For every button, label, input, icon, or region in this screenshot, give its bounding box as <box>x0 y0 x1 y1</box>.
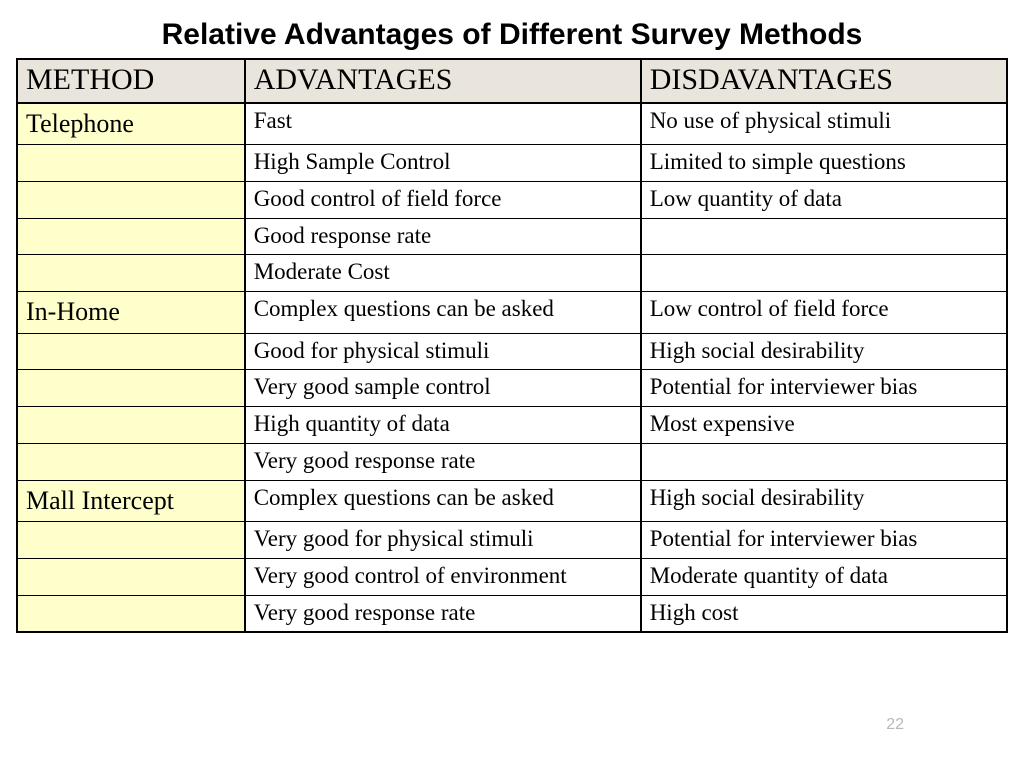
disadvantage-cell: Low control of field force <box>641 292 1007 334</box>
disadvantage-cell: Potential for interviewer bias <box>641 370 1007 407</box>
method-cell: In-Home <box>17 292 245 334</box>
advantage-cell: Good response rate <box>245 218 641 255</box>
table-row: Good response rate <box>17 218 1007 255</box>
col-header-method: METHOD <box>17 59 245 103</box>
disadvantage-cell: Potential for interviewer bias <box>641 522 1007 559</box>
advantage-cell: Good for physical stimuli <box>245 333 641 370</box>
method-cell: Telephone <box>17 103 245 145</box>
method-cell <box>17 333 245 370</box>
advantage-cell: Fast <box>245 103 641 145</box>
table-row: Mall InterceptComplex questions can be a… <box>17 480 1007 522</box>
advantage-cell: Complex questions can be asked <box>245 292 641 334</box>
table-row: Very good response rateHigh cost <box>17 595 1007 632</box>
advantage-cell: Complex questions can be asked <box>245 480 641 522</box>
disadvantage-cell: High cost <box>641 595 1007 632</box>
disadvantage-cell: Moderate quantity of data <box>641 558 1007 595</box>
method-cell <box>17 522 245 559</box>
advantage-cell: Very good sample control <box>245 370 641 407</box>
table-row: High quantity of dataMost expensive <box>17 407 1007 444</box>
method-cell <box>17 255 245 292</box>
table-row: High Sample ControlLimited to simple que… <box>17 145 1007 182</box>
advantage-cell: Good control of field force <box>245 181 641 218</box>
disadvantage-cell: High social desirability <box>641 480 1007 522</box>
method-cell <box>17 218 245 255</box>
table-header-row: METHOD ADVANTAGES DISDAVANTAGES <box>17 59 1007 103</box>
method-cell <box>17 145 245 182</box>
disadvantage-cell <box>641 218 1007 255</box>
table-row: Good for physical stimuliHigh social des… <box>17 333 1007 370</box>
advantage-cell: Very good response rate <box>245 595 641 632</box>
table-body: TelephoneFastNo use of physical stimuliH… <box>17 103 1007 633</box>
table-row: Very good for physical stimuliPotential … <box>17 522 1007 559</box>
disadvantage-cell: Most expensive <box>641 407 1007 444</box>
table-row: Very good control of environmentModerate… <box>17 558 1007 595</box>
table-row: In-HomeComplex questions can be askedLow… <box>17 292 1007 334</box>
disadvantage-cell: High social desirability <box>641 333 1007 370</box>
advantage-cell: Very good for physical stimuli <box>245 522 641 559</box>
advantage-cell: Moderate Cost <box>245 255 641 292</box>
table-row: TelephoneFastNo use of physical stimuli <box>17 103 1007 145</box>
col-header-disadvantages: DISDAVANTAGES <box>641 59 1007 103</box>
table-row: Good control of field forceLow quantity … <box>17 181 1007 218</box>
method-cell <box>17 181 245 218</box>
table-row: Very good response rate <box>17 443 1007 480</box>
method-cell <box>17 370 245 407</box>
table-row: Moderate Cost <box>17 255 1007 292</box>
advantage-cell: Very good response rate <box>245 443 641 480</box>
page-number: 22 <box>886 716 904 734</box>
method-cell <box>17 595 245 632</box>
slide-title: Relative Advantages of Different Survey … <box>16 18 1008 52</box>
method-cell <box>17 558 245 595</box>
disadvantage-cell <box>641 255 1007 292</box>
method-cell: Mall Intercept <box>17 480 245 522</box>
advantage-cell: Very good control of environment <box>245 558 641 595</box>
disadvantage-cell: Limited to simple questions <box>641 145 1007 182</box>
disadvantage-cell: Low quantity of data <box>641 181 1007 218</box>
method-cell <box>17 407 245 444</box>
survey-methods-table: METHOD ADVANTAGES DISDAVANTAGES Telephon… <box>16 58 1008 633</box>
advantage-cell: High quantity of data <box>245 407 641 444</box>
disadvantage-cell: No use of physical stimuli <box>641 103 1007 145</box>
disadvantage-cell <box>641 443 1007 480</box>
advantage-cell: High Sample Control <box>245 145 641 182</box>
method-cell <box>17 443 245 480</box>
col-header-advantages: ADVANTAGES <box>245 59 641 103</box>
table-row: Very good sample controlPotential for in… <box>17 370 1007 407</box>
